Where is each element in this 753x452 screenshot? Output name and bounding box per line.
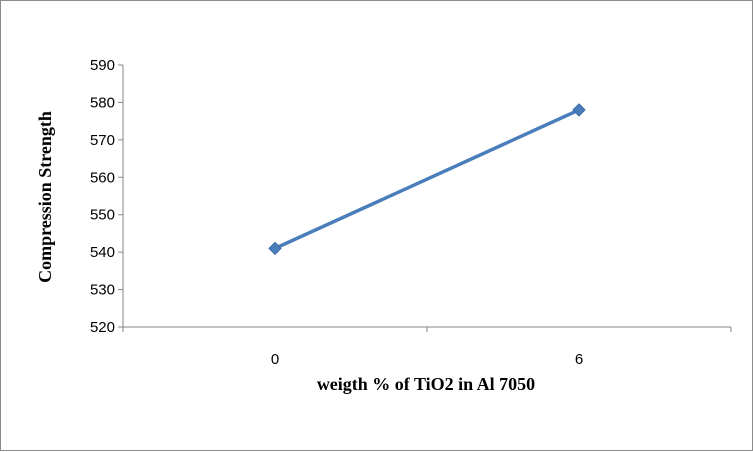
y-tick-label: 560 bbox=[90, 169, 115, 186]
y-tick-label: 590 bbox=[90, 57, 115, 74]
y-tick-label: 540 bbox=[90, 244, 115, 261]
data-point-marker bbox=[268, 241, 282, 256]
y-tick-label: 550 bbox=[90, 207, 115, 224]
x-axis-title: weigth % of TiO2 in Al 7050 bbox=[317, 374, 535, 394]
x-tick-label: 0 bbox=[271, 351, 279, 368]
y-tick-label: 570 bbox=[90, 132, 115, 149]
series-layer bbox=[268, 103, 586, 256]
y-tick-label: 580 bbox=[90, 94, 115, 111]
y-tick-label: 530 bbox=[90, 282, 115, 299]
y-axis-ticks: 520 530 540 550 560 570 580 590 bbox=[90, 57, 123, 336]
series-line bbox=[274, 108, 580, 250]
x-tick-label: 6 bbox=[575, 351, 583, 368]
y-axis-title: Compression Strength bbox=[35, 111, 55, 283]
data-point-marker bbox=[572, 103, 586, 117]
y-tick-label: 520 bbox=[90, 319, 115, 336]
